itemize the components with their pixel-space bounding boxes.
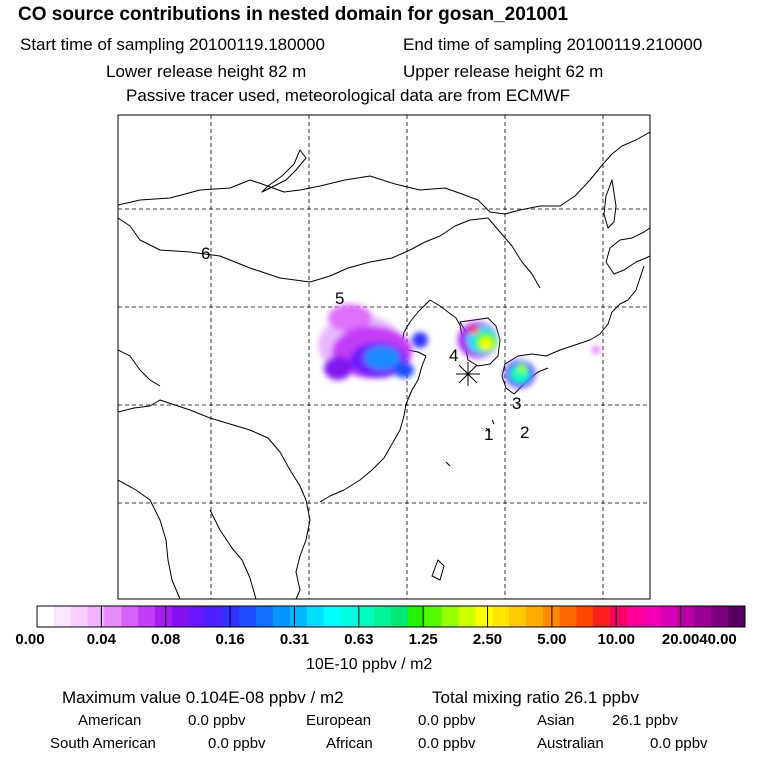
colorbar-swatch xyxy=(340,606,358,627)
region-label-1: 1 xyxy=(484,425,493,444)
colorbar-swatch xyxy=(121,606,139,627)
contribution-european-label: European xyxy=(306,712,372,729)
receptor-star-marker xyxy=(456,362,480,386)
colorbar-swatch xyxy=(542,606,561,627)
colorbar-swatch xyxy=(458,606,476,627)
colorbar-units: 10E-10 ppbv / m2 xyxy=(306,656,433,673)
coastlines xyxy=(118,131,650,599)
colorbar-swatch xyxy=(37,606,55,627)
region-label-2: 2 xyxy=(520,423,529,442)
colorbar-swatch xyxy=(694,606,712,627)
colorbar-tick-label: 5.00 xyxy=(537,631,567,648)
colorbar-swatch xyxy=(424,606,443,627)
contribution-australian-value: 0.0 ppbv xyxy=(650,735,708,752)
colorbar-swatch xyxy=(138,606,156,627)
start-time-label: Start time of sampling 20100119.180000 xyxy=(20,35,325,54)
colorbar-swatch xyxy=(441,606,459,627)
region-label-4: 4 xyxy=(449,346,458,365)
end-time-label: End time of sampling 20100119.210000 xyxy=(403,35,703,54)
colorbar-tick-label: 40.00 xyxy=(699,631,737,648)
colorbar-swatch xyxy=(289,606,308,627)
upper-release-height: Upper release height 62 m xyxy=(403,62,604,81)
colorbar-swatch xyxy=(256,606,274,627)
colorbar-swatch xyxy=(70,606,89,627)
colorbar-swatch xyxy=(643,606,662,627)
colorbar-tick-label: 1.25 xyxy=(408,631,438,648)
colorbar-swatch xyxy=(374,606,392,627)
region-label-5: 5 xyxy=(335,289,344,308)
region-label-3: 3 xyxy=(512,394,521,413)
colorbar-tick-label: 0.16 xyxy=(215,631,245,648)
colorbar-swatch xyxy=(155,606,173,627)
colorbar-tick-label: 0.31 xyxy=(279,631,310,648)
colorbar-swatch xyxy=(171,606,190,627)
colorbar-swatch xyxy=(407,606,426,627)
colorbar xyxy=(36,605,746,628)
tracer-note: Passive tracer used, meteorological data… xyxy=(126,86,571,105)
colorbar-tick-label: 0.00 xyxy=(15,631,45,648)
colorbar-frame xyxy=(36,605,746,628)
colorbar-swatch xyxy=(306,606,325,627)
contribution-australian-label: Australian xyxy=(537,735,604,752)
contribution-american-label: American xyxy=(78,712,142,729)
colorbar-swatch xyxy=(677,606,695,627)
colorbar-swatch xyxy=(475,606,493,627)
map-title: CO source contributions in nested domain… xyxy=(18,4,569,25)
colorbar-swatch xyxy=(205,606,223,627)
contribution-south-american-label: South American xyxy=(50,735,156,752)
colorbar-swatch xyxy=(239,606,257,627)
colorbar-swatch xyxy=(593,606,611,627)
colorbar-swatch xyxy=(492,606,510,627)
colorbar-swatch xyxy=(222,606,240,627)
colorbar-swatch xyxy=(323,606,341,627)
colorbar-tick-label: 2.50 xyxy=(472,631,503,648)
colorbar-swatch xyxy=(660,606,679,627)
total-mixing-label: Total mixing ratio 26.1 ppbv xyxy=(432,688,639,707)
colorbar-swatch xyxy=(610,606,628,627)
colorbar-tick-label: 0.63 xyxy=(344,631,374,648)
colorbar-swatch xyxy=(188,606,207,627)
colorbar-swatch xyxy=(525,606,544,627)
contribution-american-value: 0.0 ppbv xyxy=(188,712,246,729)
contribution-south-american-value: 0.0 ppbv xyxy=(208,735,266,752)
region-label-6: 6 xyxy=(201,244,210,263)
colorbar-tick-label: 10.00 xyxy=(597,631,636,648)
colorbar-swatch xyxy=(357,606,375,627)
colorbar-tick-label: 0.08 xyxy=(151,631,181,648)
colorbar-swatch xyxy=(627,606,645,627)
colorbar-swatch xyxy=(509,606,527,627)
colorbar-swatch xyxy=(728,606,746,627)
contribution-european-value: 0.0 ppbv xyxy=(418,712,476,729)
lower-release-height: Lower release height 82 m xyxy=(106,62,307,81)
contribution-asian-value: 26.1 ppbv xyxy=(612,712,678,729)
colorbar-swatch xyxy=(576,606,594,627)
colorbar-swatch xyxy=(87,606,105,627)
colorbar-tick-label: 20.00 xyxy=(661,631,700,648)
colorbar-tick-label: 0.04 xyxy=(86,631,116,648)
concentration-field xyxy=(318,304,600,388)
contribution-asian-label: Asian xyxy=(537,712,575,729)
colorbar-swatch xyxy=(711,606,729,627)
max-value-label: Maximum value 0.104E-08 ppbv / m2 xyxy=(62,688,344,707)
colorbar-swatch xyxy=(273,606,291,627)
colorbar-swatch xyxy=(559,606,577,627)
colorbar-swatch xyxy=(104,606,122,627)
colorbar-swatch xyxy=(53,606,72,627)
contribution-african-label: African xyxy=(326,735,373,752)
contribution-african-value: 0.0 ppbv xyxy=(418,735,476,752)
colorbar-swatch xyxy=(391,606,409,627)
